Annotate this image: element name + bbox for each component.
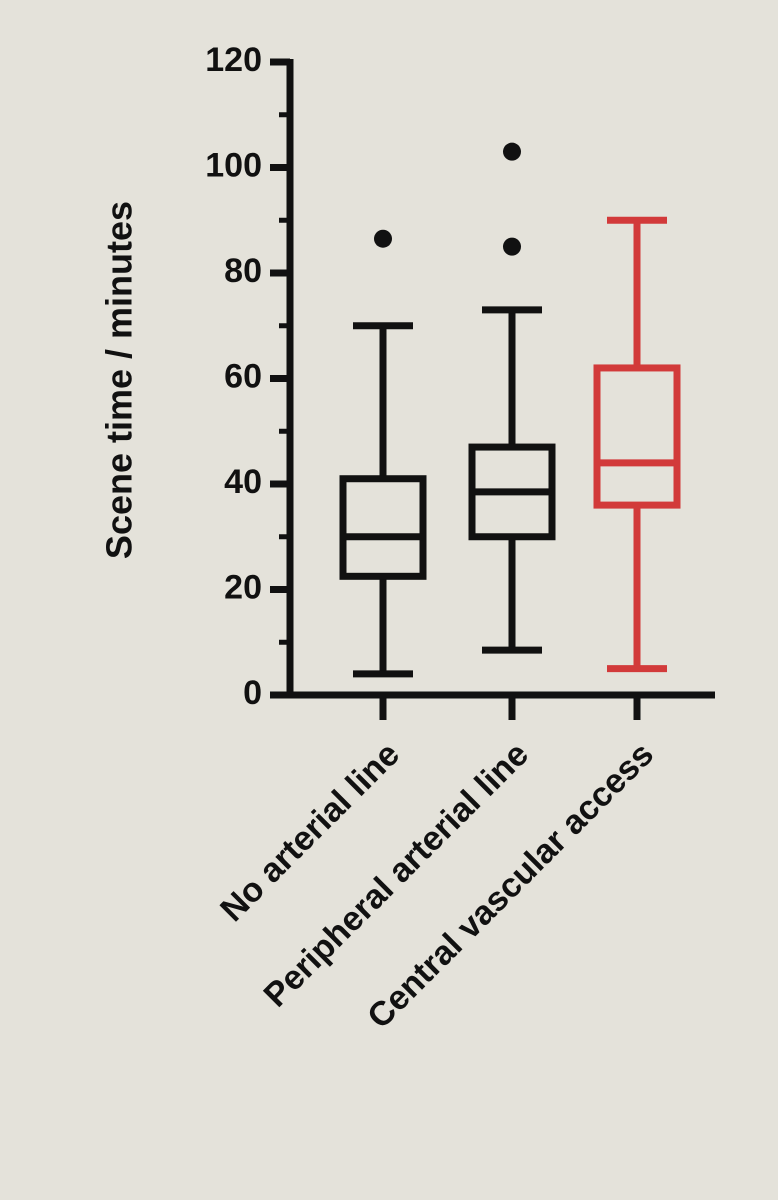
y-tick-label: 80 — [224, 252, 262, 290]
box — [593, 364, 681, 509]
outlier — [503, 237, 521, 256]
y-tick-label: 100 — [205, 146, 262, 184]
y-tick-label: 60 — [224, 357, 262, 395]
outlier — [503, 142, 521, 161]
y-tick-label: 20 — [224, 568, 262, 606]
y-tick-label: 120 — [205, 41, 262, 79]
y-tick-label: 40 — [224, 463, 262, 501]
y-axis-label: Scene time / minutes — [99, 201, 140, 559]
y-tick-label: 0 — [243, 674, 262, 712]
box — [339, 475, 427, 580]
outlier — [374, 229, 392, 248]
